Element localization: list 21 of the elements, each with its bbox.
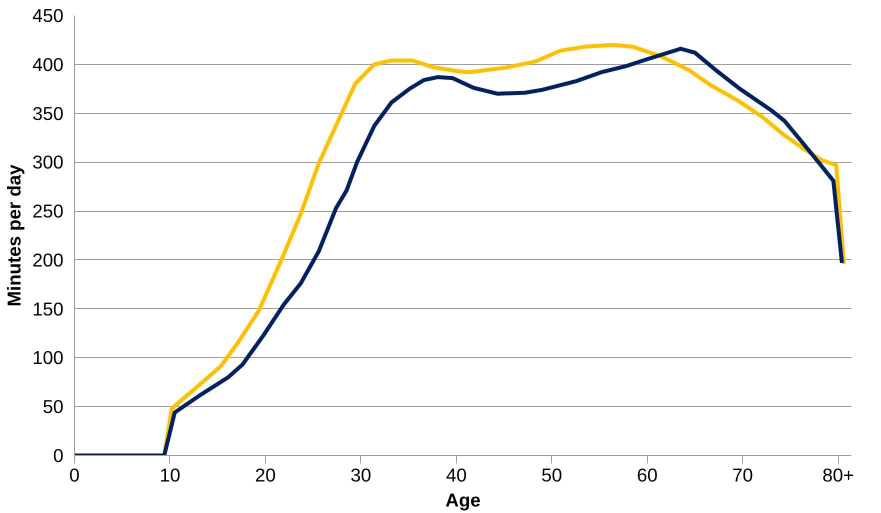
x-tick-label: 10: [160, 464, 180, 486]
x-tick-label: 30: [350, 464, 372, 486]
y-tick-label: 100: [32, 347, 64, 368]
y-tick-label: 200: [32, 249, 64, 270]
y-tick-label: 50: [42, 396, 64, 418]
y-tick-label: 150: [32, 298, 64, 320]
x-axis-title: Age: [445, 490, 481, 510]
y-tick-label: 0: [53, 445, 64, 466]
x-tick-label: 80+: [822, 464, 854, 486]
x-tick-label: 0: [69, 464, 80, 486]
x-tick-label: 50: [541, 464, 562, 486]
y-tick-label: 400: [32, 54, 64, 75]
y-tick-label: 300: [32, 152, 64, 173]
x-tick-label: 40: [446, 464, 467, 486]
x-tick-label: 70: [732, 464, 754, 486]
y-tick-label: 350: [32, 102, 64, 124]
y-axis-title: Minutes per day: [3, 164, 24, 307]
y-tick-label: 250: [32, 200, 64, 222]
y-tick-label: 450: [32, 5, 64, 26]
x-tick-label: 60: [636, 464, 658, 486]
x-tick-label: 20: [255, 464, 276, 486]
